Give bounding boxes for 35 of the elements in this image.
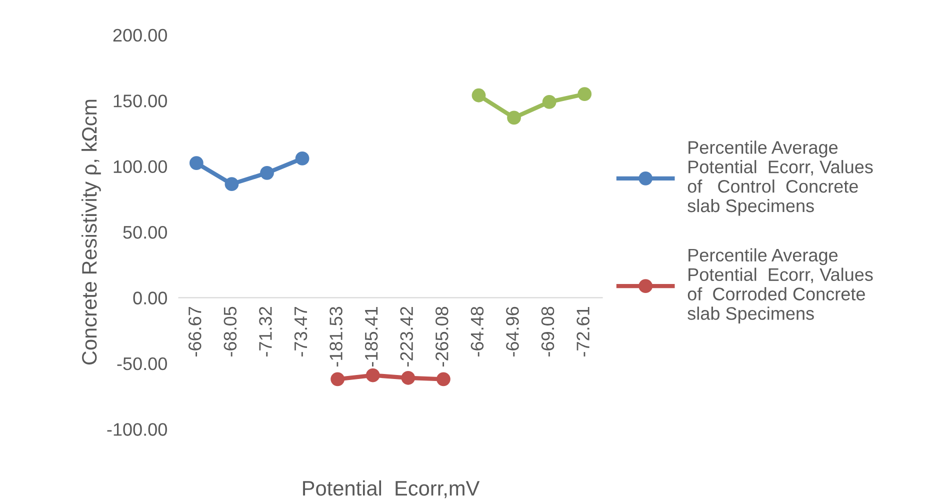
legend-label: Percentile Average Potential Ecorr, Values of Control Concrete slab Specimens: [688, 140, 873, 216]
point: [189, 156, 204, 170]
point: [224, 177, 239, 192]
x-tick-label: -185.41: [364, 306, 378, 366]
x-tick-label: -72.61: [576, 306, 590, 356]
x-tick-label: -181.53: [330, 306, 342, 366]
point: [507, 110, 521, 125]
x-tick-label: -66.67: [188, 306, 202, 356]
point: [295, 152, 310, 166]
point: [542, 95, 556, 109]
point: [578, 87, 592, 102]
x-tick-label: -71.32: [259, 306, 272, 356]
point: [366, 368, 380, 382]
y-tick-label: 200.00: [113, 28, 167, 42]
legend-label: Percentile Average Potential Ecorr, Values of Corroded Concrete slab Specimens: [688, 248, 873, 324]
point: [401, 370, 416, 385]
y-tick-label: 100.00: [114, 160, 167, 174]
x-tick-label: -223.42: [400, 306, 414, 366]
point: [472, 88, 486, 102]
point: [330, 372, 345, 386]
point: [436, 372, 450, 386]
x-tick-label: -69.08: [541, 306, 554, 356]
y-tick-label: 50.00: [123, 226, 167, 239]
y-tick-label: 150.00: [114, 94, 167, 108]
x-axis-title: Potential Ecorr,mV: [303, 480, 480, 498]
x-tick-label: -64.48: [470, 306, 484, 356]
x-tick-label: -64.96: [506, 306, 519, 356]
y-tick-label: -100.00: [107, 423, 167, 436]
x-tick-label: -265.08: [436, 306, 448, 366]
y-axis-title: Concrete Resistivity ρ, kΩcm: [81, 100, 101, 364]
point: [260, 166, 274, 180]
x-tick-label: -68.05: [224, 306, 237, 356]
y-tick-label: -50.00: [117, 357, 167, 370]
y-tick-label: 0.00: [133, 292, 167, 304]
x-tick-label: -73.47: [294, 306, 308, 356]
